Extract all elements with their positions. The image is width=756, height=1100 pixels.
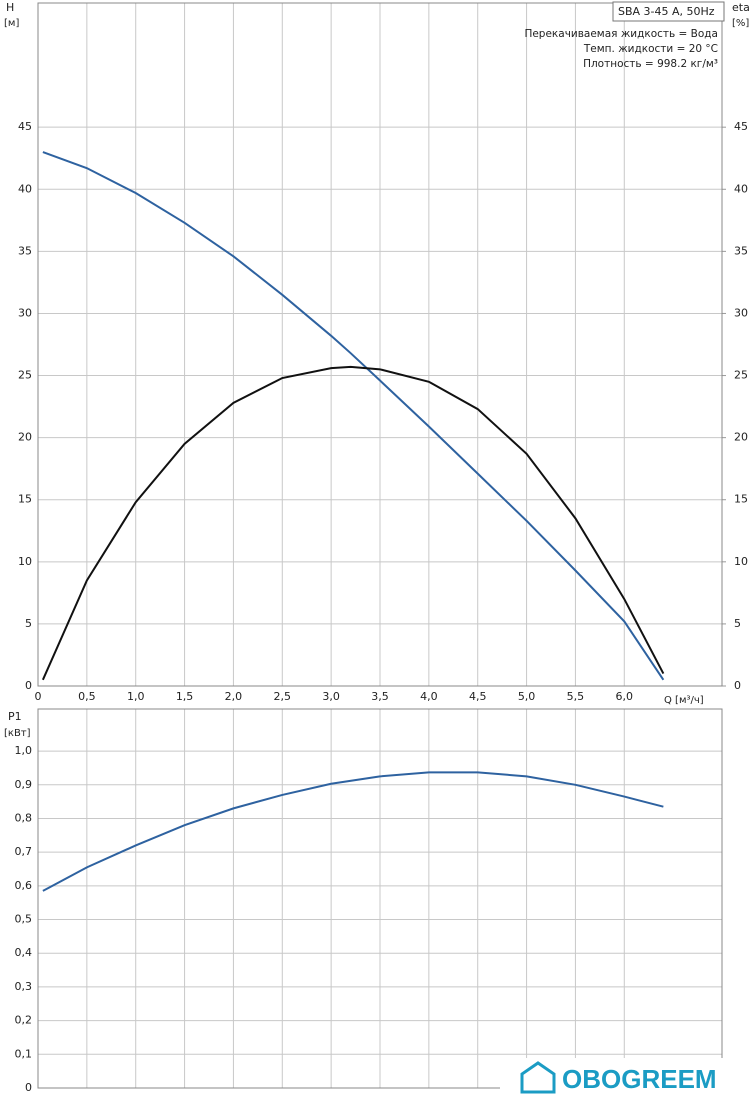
x-axis-label: Q [м³/ч] [664,695,704,706]
y2-tick-label: 25 [734,369,748,382]
y-tick-label: 20 [18,431,32,444]
watermark: OBOGREEM [562,1064,717,1094]
y-tick-label: 0 [25,1081,32,1094]
y-tick-label: 1,0 [15,744,33,757]
annotation: Темп. жидкости = 20 °C [583,43,718,55]
y2-tick-label: 40 [734,182,748,195]
y2-tick-label: 30 [734,306,748,319]
y2-tick-label: 5 [734,617,741,630]
y-tick-label: 0,8 [15,811,33,824]
y-tick-label: 0,4 [15,946,33,959]
x-tick-label: 0,5 [78,690,96,703]
y2-tick-label: 45 [734,120,748,133]
x-tick-label: 4,5 [469,690,487,703]
y2-axis-label: eta [732,1,750,14]
y-tick-label: 10 [18,555,32,568]
y-axis-unit: [м] [4,18,19,29]
annotation: Плотность = 998.2 кг/м³ [583,58,718,70]
x-tick-label: 2,5 [274,690,292,703]
y-axis-label: H [6,1,14,14]
x-tick-label: 1,0 [127,690,145,703]
x-tick-label: 6,0 [616,690,634,703]
y-axis-label: P1 [8,710,22,723]
y-tick-label: 45 [18,120,32,133]
title-box [612,1,725,22]
watermark-icon [520,1061,556,1094]
y-tick-label: 0,6 [15,879,33,892]
y-tick-label: 0 [25,679,32,692]
y2-tick-label: 15 [734,493,748,506]
line-series [41,365,665,681]
annotation: Перекачиваемая жидкость = Вода [524,28,718,40]
line-series [42,151,665,681]
y-tick-label: 40 [18,182,32,195]
x-tick-label: 5,5 [567,690,585,703]
x-tick-label: 5,0 [518,690,536,703]
y-tick-label: 35 [18,244,32,257]
x-tick-label: 4,0 [420,690,438,703]
y-tick-label: 0,1 [15,1047,33,1060]
y-tick-label: 25 [18,369,32,382]
y-tick-label: 0,3 [15,980,33,993]
plot-border [37,708,723,1089]
y2-tick-label: 20 [734,431,748,444]
x-tick-label: 3,0 [322,690,340,703]
x-tick-label: 1,5 [176,690,194,703]
y-tick-label: 30 [18,306,32,319]
y-tick-label: 0,5 [15,913,33,926]
y-tick-label: 0,9 [15,778,33,791]
y-axis-unit: [кВт] [4,728,31,739]
y2-tick-label: 0 [734,679,741,692]
y2-axis-unit: [%] [732,18,749,29]
line-series [42,771,664,892]
y2-tick-label: 10 [734,555,748,568]
y-tick-label: 0,2 [15,1014,33,1027]
x-tick-label: 2,0 [225,690,243,703]
y-tick-label: 0,7 [15,845,33,858]
y-tick-label: 5 [25,617,32,630]
x-tick-label: 3,5 [371,690,389,703]
chart-title: SBA 3-45 A, 50Hz [618,5,715,18]
x-tick-label: 0 [35,690,42,703]
plot-border [37,2,723,687]
y-tick-label: 15 [18,493,32,506]
y2-tick-label: 35 [734,244,748,257]
